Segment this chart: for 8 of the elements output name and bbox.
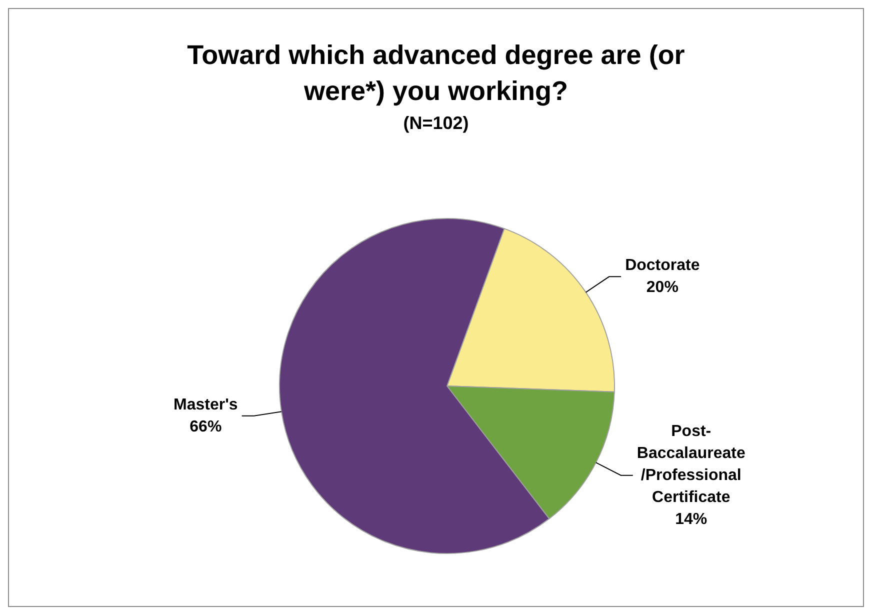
- slice-label: Post-Baccalaureate/Professional Certificate: [636, 422, 746, 506]
- data-label: 14%: [675, 510, 708, 528]
- chart-title: Toward which advanced degree are (or were*) you working?: [186, 39, 686, 108]
- data-label: 20%: [646, 279, 678, 296]
- slice-label: Doctorate: [625, 257, 700, 274]
- data-label: 66%: [190, 418, 222, 436]
- chart-subtitle: (N=102): [402, 113, 470, 134]
- slice-label: Master's: [174, 396, 238, 414]
